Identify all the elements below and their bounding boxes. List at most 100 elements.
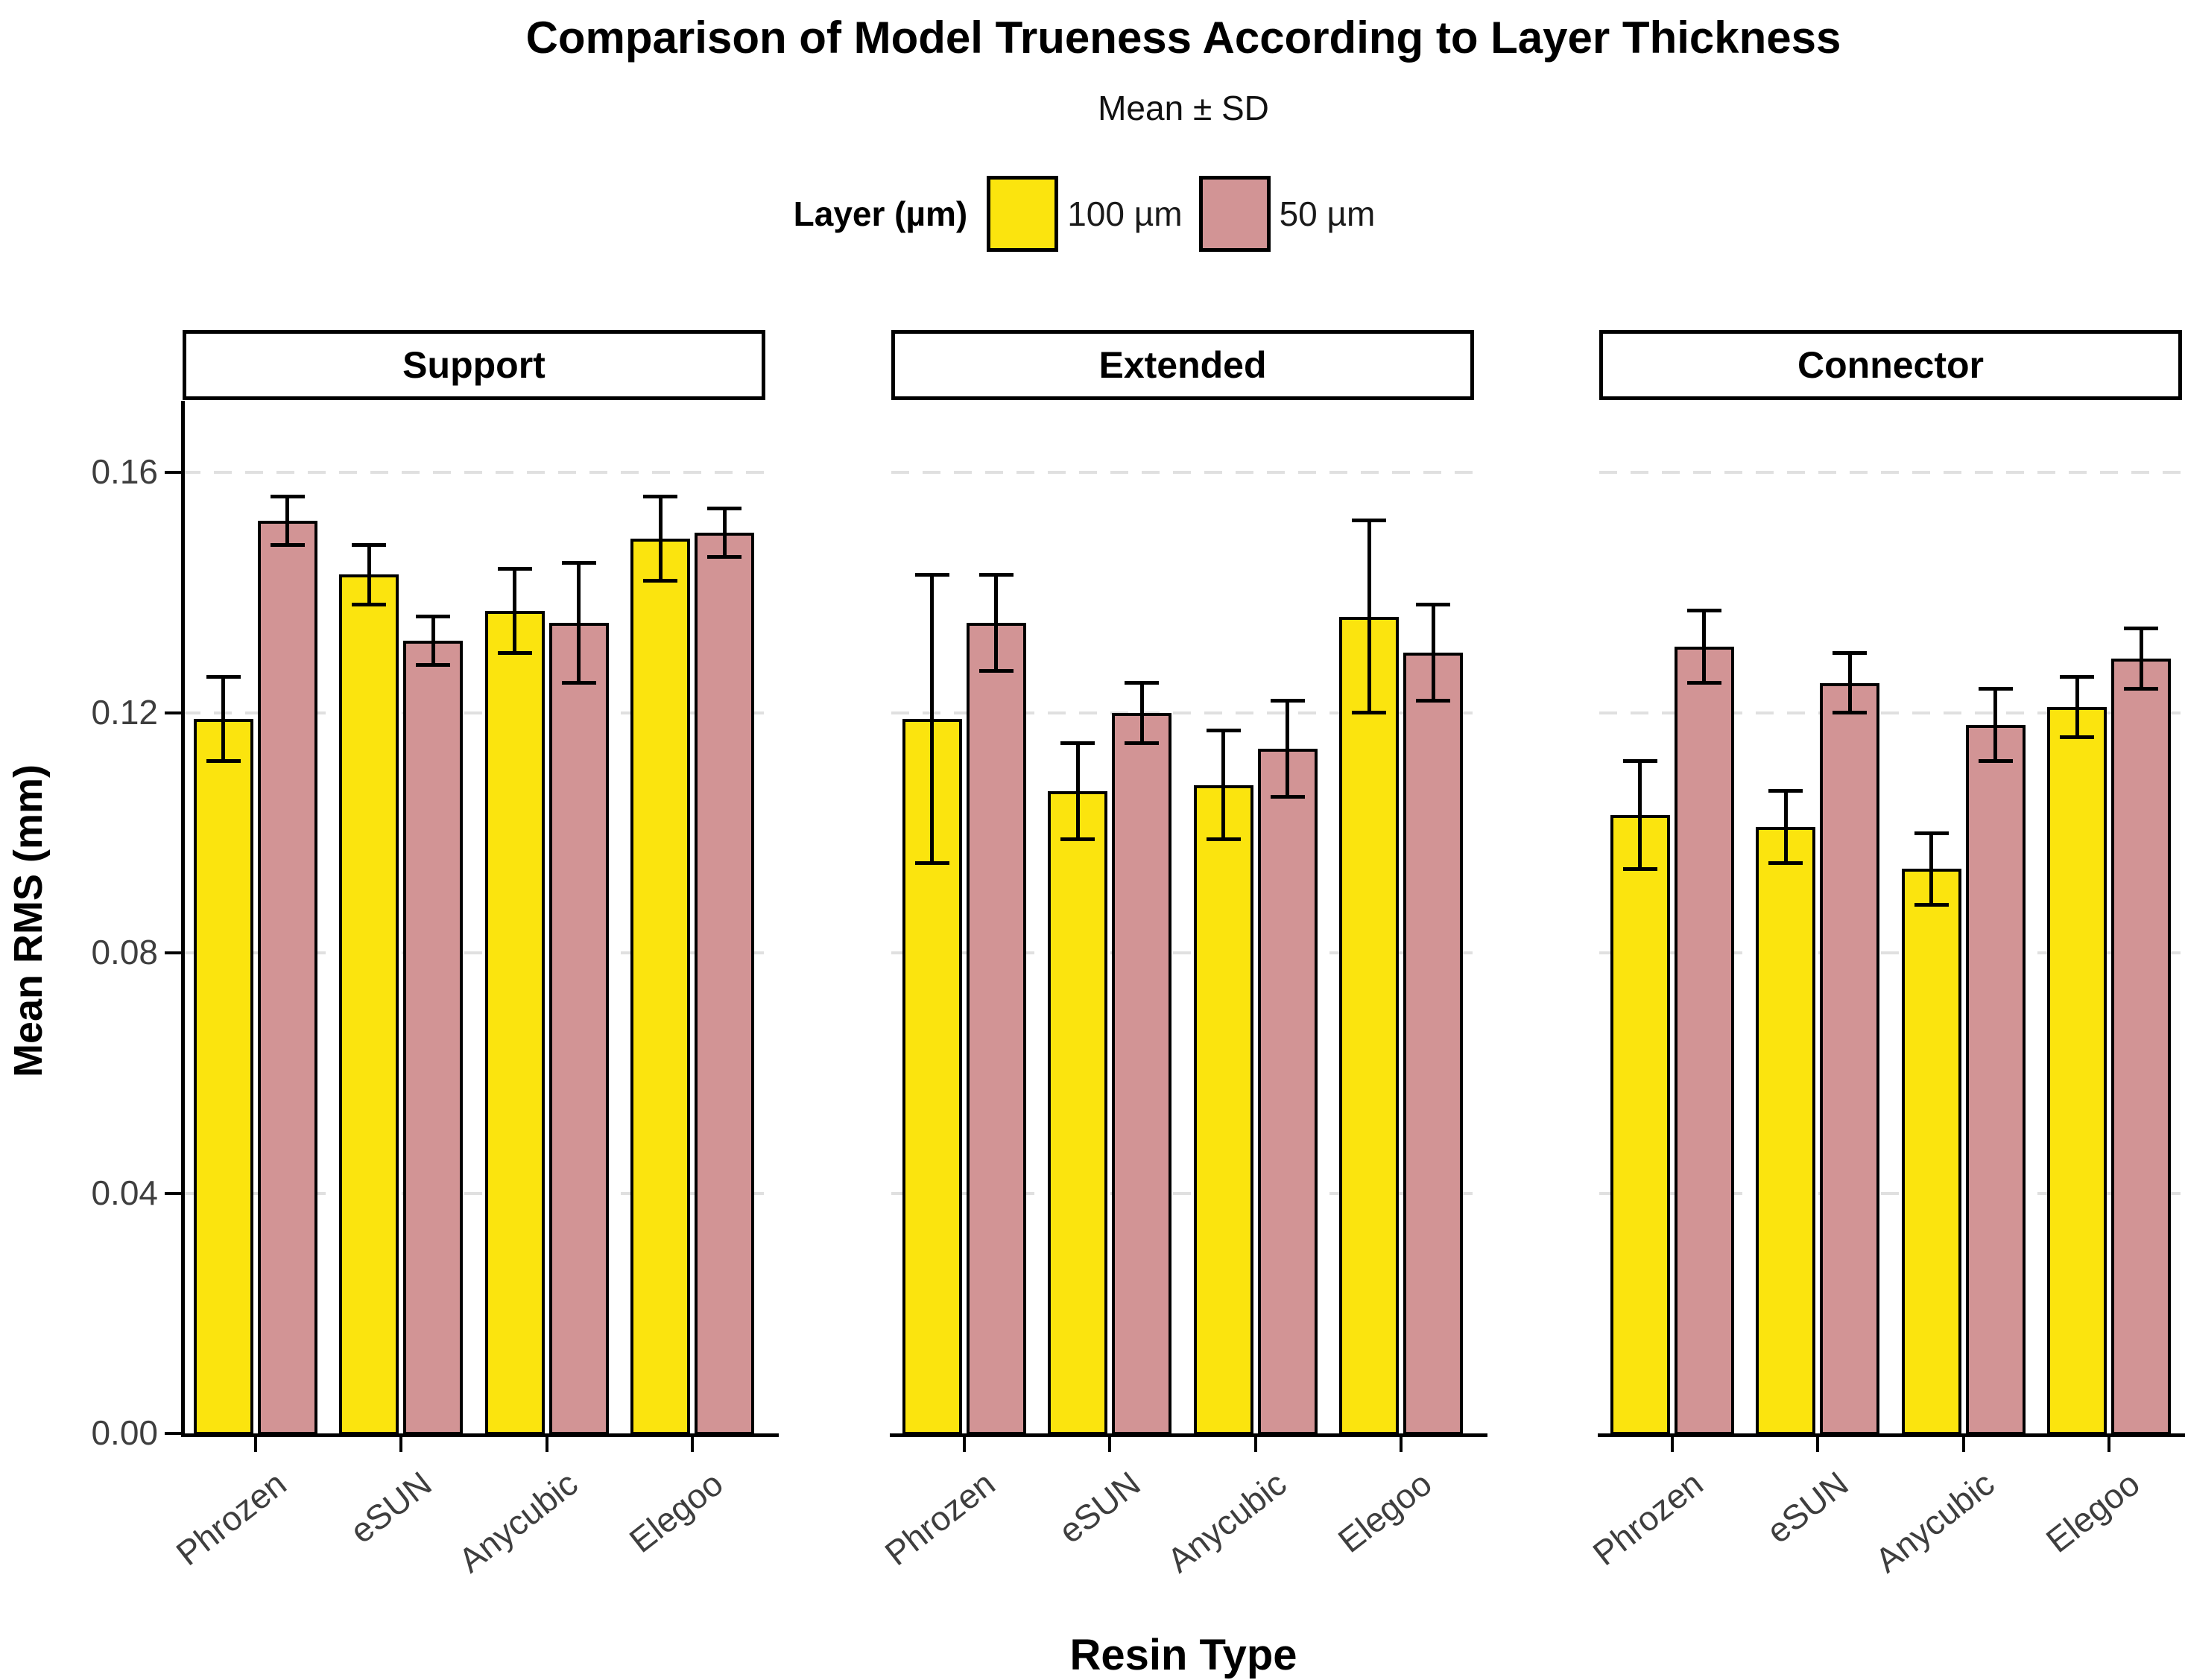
error-bar-cap — [1125, 741, 1160, 745]
error-bar-cap — [2124, 627, 2159, 631]
y-tick-label: 0.08 — [91, 933, 158, 972]
error-bar-cap — [270, 495, 305, 499]
x-tick — [2107, 1437, 2111, 1452]
y-tick — [165, 951, 181, 955]
gridline — [891, 1191, 1474, 1195]
error-bar-cap — [1622, 866, 1657, 871]
error-bar-line — [930, 574, 935, 863]
error-bar-line — [2075, 676, 2079, 738]
y-tick-label: 0.00 — [91, 1413, 158, 1452]
legend-swatch-100um — [987, 176, 1059, 252]
error-bar-cap — [352, 603, 387, 607]
error-bar-cap — [206, 674, 241, 679]
error-bar-cap — [561, 560, 596, 565]
bar-100um-esun — [339, 574, 399, 1435]
y-tick-label: 0.12 — [91, 692, 158, 732]
error-bar-cap — [1686, 609, 1721, 613]
error-bar-cap — [1270, 699, 1305, 703]
error-bar-cap — [1125, 681, 1160, 685]
error-bar-cap — [1270, 795, 1305, 799]
error-bar-line — [577, 562, 581, 683]
x-tick — [1400, 1437, 1403, 1452]
error-bar-line — [658, 496, 663, 581]
facet-panel-connector — [1599, 401, 2182, 1435]
y-tick — [165, 1191, 181, 1195]
error-bar-line — [994, 574, 999, 671]
x-tick — [1670, 1437, 1674, 1452]
error-bar-line — [722, 508, 727, 557]
error-bar-line — [1431, 604, 1435, 701]
bar-100um-anycubic — [1193, 784, 1253, 1435]
error-bar-cap — [1914, 831, 1949, 835]
error-bar-line — [1702, 610, 1707, 683]
y-axis-title: Mean RMS (mm) — [6, 764, 51, 1078]
facet-strip-label: Extended — [1098, 344, 1267, 386]
bar-50um-phrozen — [966, 622, 1026, 1435]
error-bar-cap — [1914, 903, 1949, 907]
error-bar-line — [367, 545, 371, 605]
error-bar-cap — [1686, 681, 1721, 685]
bar-50um-anycubic — [1257, 749, 1318, 1435]
error-bar-cap — [1206, 729, 1241, 733]
facet-panel-support — [183, 401, 765, 1435]
error-bar-cap — [978, 668, 1014, 673]
bar-50um-phrozen — [1674, 647, 1734, 1435]
error-bar-cap — [1768, 860, 1803, 865]
error-bar-cap — [1978, 687, 2013, 691]
bar-50um-esun — [403, 641, 464, 1435]
error-bar-cap — [1352, 711, 1387, 715]
x-tick — [962, 1437, 966, 1452]
bar-100um-anycubic — [484, 610, 545, 1435]
bar-50um-elegoo — [2111, 659, 2172, 1435]
bar-100um-phrozen — [1610, 814, 1670, 1435]
error-bar-cap — [2060, 674, 2095, 679]
gridline — [183, 1191, 765, 1195]
facet-strip-label: Support — [402, 344, 546, 386]
error-bar-cap — [978, 572, 1014, 577]
bar-100um-phrozen — [193, 718, 253, 1435]
x-axis-line — [890, 1433, 1487, 1437]
y-tick-label: 0.16 — [91, 452, 158, 492]
x-tick — [1108, 1437, 1112, 1452]
gridline — [1599, 471, 2182, 475]
bar-50um-esun — [1820, 682, 1880, 1435]
error-bar-cap — [497, 650, 532, 655]
gridline — [183, 951, 765, 955]
gridline — [1599, 951, 2182, 955]
y-tick-label: 0.04 — [91, 1173, 158, 1212]
error-bar-cap — [561, 681, 596, 685]
facet-strip-label: Connector — [1797, 344, 1984, 386]
error-bar-line — [1783, 790, 1788, 863]
error-bar-line — [1993, 688, 1998, 761]
y-axis-line — [181, 401, 185, 1437]
legend-label-50um: 50 µm — [1279, 194, 1376, 233]
x-axis-title: Resin Type — [1069, 1631, 1297, 1679]
x-tick — [545, 1437, 548, 1452]
error-bar-cap — [206, 758, 241, 763]
legend-label-100um: 100 µm — [1067, 194, 1183, 233]
error-bar-line — [1139, 682, 1144, 744]
facet-panel-extended — [891, 401, 1474, 1435]
gridline — [183, 711, 765, 714]
bar-100um-esun — [1048, 790, 1108, 1435]
gridline — [1599, 1191, 2182, 1195]
error-bar-cap — [1416, 603, 1451, 607]
facet-strip-connector: Connector — [1599, 330, 2182, 400]
bar-50um-anycubic — [1965, 724, 2026, 1435]
error-bar-cap — [707, 507, 742, 511]
error-bar-line — [513, 568, 517, 653]
error-bar-cap — [707, 554, 742, 559]
error-bar-cap — [2124, 687, 2159, 691]
error-bar-line — [1075, 743, 1080, 840]
error-bar-cap — [416, 662, 451, 667]
error-bar-line — [1929, 833, 1934, 905]
error-bar-cap — [2060, 735, 2095, 739]
facet-strip-support: Support — [183, 330, 765, 400]
bar-50um-phrozen — [257, 520, 317, 1435]
bar-100um-elegoo — [630, 539, 691, 1435]
gridline — [891, 711, 1474, 714]
error-bar-cap — [1978, 758, 2013, 763]
error-bar-line — [2139, 628, 2143, 689]
legend: Layer (µm) 100 µm 50 µm — [0, 176, 2185, 252]
